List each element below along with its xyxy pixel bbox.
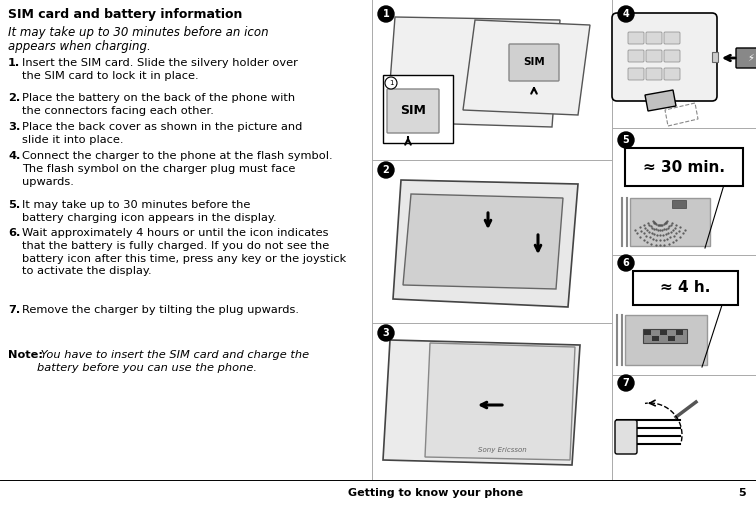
Circle shape bbox=[385, 77, 397, 89]
FancyBboxPatch shape bbox=[387, 89, 439, 133]
Text: 3: 3 bbox=[383, 328, 389, 338]
Text: SIM card and battery information: SIM card and battery information bbox=[8, 8, 243, 21]
Text: Wait approximately 4 hours or until the icon indicates
that the battery is fully: Wait approximately 4 hours or until the … bbox=[22, 228, 346, 276]
Text: Place the battery on the back of the phone with
the connectors facing each other: Place the battery on the back of the pho… bbox=[22, 93, 295, 116]
FancyBboxPatch shape bbox=[646, 50, 662, 62]
FancyBboxPatch shape bbox=[628, 32, 644, 44]
Text: Insert the SIM card. Slide the silvery holder over
the SIM card to lock it in pl: Insert the SIM card. Slide the silvery h… bbox=[22, 58, 298, 81]
Text: Connect the charger to the phone at the flash symbol.
The flash symbol on the ch: Connect the charger to the phone at the … bbox=[22, 151, 333, 187]
FancyBboxPatch shape bbox=[615, 420, 637, 454]
Circle shape bbox=[378, 325, 394, 341]
Polygon shape bbox=[393, 180, 578, 307]
Text: 1: 1 bbox=[389, 80, 393, 86]
Text: 6.: 6. bbox=[8, 228, 20, 238]
Text: 7.: 7. bbox=[8, 305, 20, 315]
Text: 2: 2 bbox=[383, 165, 389, 175]
Text: ≈ 30 min.: ≈ 30 min. bbox=[643, 160, 725, 175]
Polygon shape bbox=[383, 340, 580, 465]
FancyBboxPatch shape bbox=[646, 68, 662, 80]
Polygon shape bbox=[403, 194, 563, 289]
Circle shape bbox=[378, 6, 394, 22]
Text: 4: 4 bbox=[623, 9, 630, 19]
Bar bbox=[630, 198, 710, 246]
Circle shape bbox=[618, 375, 634, 391]
Text: Getting to know your phone: Getting to know your phone bbox=[348, 488, 523, 498]
Text: Sony Ericsson: Sony Ericsson bbox=[478, 447, 526, 453]
Polygon shape bbox=[463, 20, 590, 115]
Bar bbox=[660, 330, 667, 335]
Bar bbox=[672, 200, 686, 208]
FancyBboxPatch shape bbox=[664, 68, 680, 80]
FancyBboxPatch shape bbox=[633, 271, 738, 305]
Circle shape bbox=[618, 132, 634, 148]
Text: Place the back cover as shown in the picture and
slide it into place.: Place the back cover as shown in the pic… bbox=[22, 122, 302, 145]
Text: It may take up to 30 minutes before the
battery charging icon appears in the dis: It may take up to 30 minutes before the … bbox=[22, 200, 277, 223]
FancyBboxPatch shape bbox=[628, 50, 644, 62]
Bar bbox=[643, 329, 687, 343]
FancyBboxPatch shape bbox=[625, 148, 743, 186]
Text: appears when charging.: appears when charging. bbox=[8, 40, 150, 53]
FancyBboxPatch shape bbox=[509, 44, 559, 81]
Text: SIM: SIM bbox=[523, 57, 545, 67]
FancyBboxPatch shape bbox=[646, 32, 662, 44]
FancyBboxPatch shape bbox=[628, 68, 644, 80]
Text: It may take up to 30 minutes before an icon: It may take up to 30 minutes before an i… bbox=[8, 26, 268, 39]
Text: 1.: 1. bbox=[8, 58, 20, 68]
Bar bbox=[625, 315, 707, 365]
Text: 2.: 2. bbox=[8, 93, 20, 103]
Text: 4.: 4. bbox=[8, 151, 20, 161]
Text: Note:: Note: bbox=[8, 350, 43, 360]
Text: You have to insert the SIM card and charge the
battery before you can use the ph: You have to insert the SIM card and char… bbox=[37, 350, 309, 373]
FancyBboxPatch shape bbox=[664, 50, 680, 62]
FancyBboxPatch shape bbox=[612, 13, 717, 101]
Text: 5: 5 bbox=[739, 488, 746, 498]
Bar bbox=[712, 52, 718, 62]
Polygon shape bbox=[425, 343, 575, 460]
Polygon shape bbox=[387, 17, 560, 127]
Text: 7: 7 bbox=[623, 378, 630, 388]
Circle shape bbox=[618, 6, 634, 22]
Circle shape bbox=[378, 162, 394, 178]
Bar bbox=[676, 330, 683, 335]
Text: Remove the charger by tilting the plug upwards.: Remove the charger by tilting the plug u… bbox=[22, 305, 299, 315]
Text: ⚡: ⚡ bbox=[748, 53, 754, 63]
Circle shape bbox=[618, 255, 634, 271]
Bar bbox=[644, 330, 651, 335]
Text: SIM: SIM bbox=[400, 105, 426, 118]
Text: 5.: 5. bbox=[8, 200, 20, 210]
Text: 6: 6 bbox=[623, 258, 630, 268]
Text: ≈ 4 h.: ≈ 4 h. bbox=[660, 280, 710, 295]
FancyBboxPatch shape bbox=[736, 48, 756, 68]
Bar bbox=[383, 75, 453, 143]
Text: 3.: 3. bbox=[8, 122, 20, 132]
Text: 1: 1 bbox=[383, 9, 389, 19]
Bar bbox=[668, 336, 675, 341]
Text: 5: 5 bbox=[623, 135, 630, 145]
Polygon shape bbox=[645, 90, 676, 111]
Bar bbox=[652, 336, 659, 341]
FancyBboxPatch shape bbox=[664, 32, 680, 44]
